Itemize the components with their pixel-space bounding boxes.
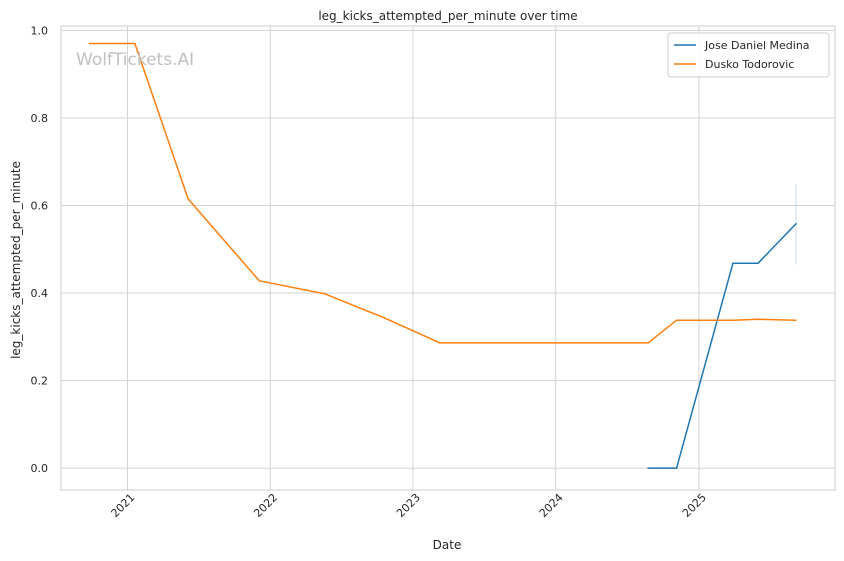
data-point-dusko-todorovic: [381, 316, 384, 318]
x-axis-label: Date: [433, 538, 462, 552]
y-tick-labels: 0.0 0.2 0.4 0.6 0.8 1.0: [31, 24, 49, 475]
data-point-dusko-todorovic: [732, 319, 734, 321]
data-point-dusko-todorovic: [795, 319, 797, 321]
chart-title: leg_kicks_attempted_per_minute over time: [318, 9, 577, 23]
data-point-dusko-todorovic: [647, 342, 649, 344]
data-point-dusko-todorovic: [675, 319, 678, 321]
data-point-jose-daniel-medina: [732, 262, 734, 265]
data-point-jose-daniel-medina: [647, 467, 649, 469]
grid-lines: [61, 26, 835, 490]
y-tick-label: 1.0: [31, 24, 49, 37]
legend: Jose Daniel Medina Dusko Todorovic: [667, 32, 830, 78]
data-point-jose-daniel-medina: [795, 223, 797, 225]
y-tick-label: 0.0: [31, 462, 49, 475]
series-lines: [88, 42, 797, 469]
y-tick-label: 0.2: [31, 375, 49, 388]
data-point-jose-daniel-medina: [757, 262, 759, 265]
watermark: WolfTickets.AI: [76, 50, 194, 70]
y-tick-label: 0.8: [31, 112, 49, 125]
legend-label-jose-daniel-medina: Jose Daniel Medina: [704, 39, 810, 52]
plot-frame: [60, 25, 836, 491]
y-tick-label: 0.6: [31, 199, 49, 212]
y-tick-label: 0.4: [31, 287, 49, 300]
legend-label-dusko-todorovic: Dusko Todorovic: [705, 58, 794, 71]
data-point-dusko-todorovic: [187, 198, 189, 200]
legend-box: [667, 32, 830, 78]
y-axis-label: leg_kicks_attempted_per_minute: [9, 161, 23, 359]
plot-area: [61, 26, 835, 490]
data-point-jose-daniel-medina: [675, 467, 678, 469]
data-point-dusko-todorovic: [324, 293, 326, 295]
data-point-dusko-todorovic: [439, 342, 441, 344]
series-line-dusko-todorovic: [89, 42, 796, 344]
data-point-dusko-todorovic: [88, 42, 91, 45]
data-point-dusko-todorovic: [258, 279, 261, 282]
data-point-dusko-todorovic: [757, 318, 759, 321]
data-point-dusko-todorovic: [134, 42, 136, 45]
